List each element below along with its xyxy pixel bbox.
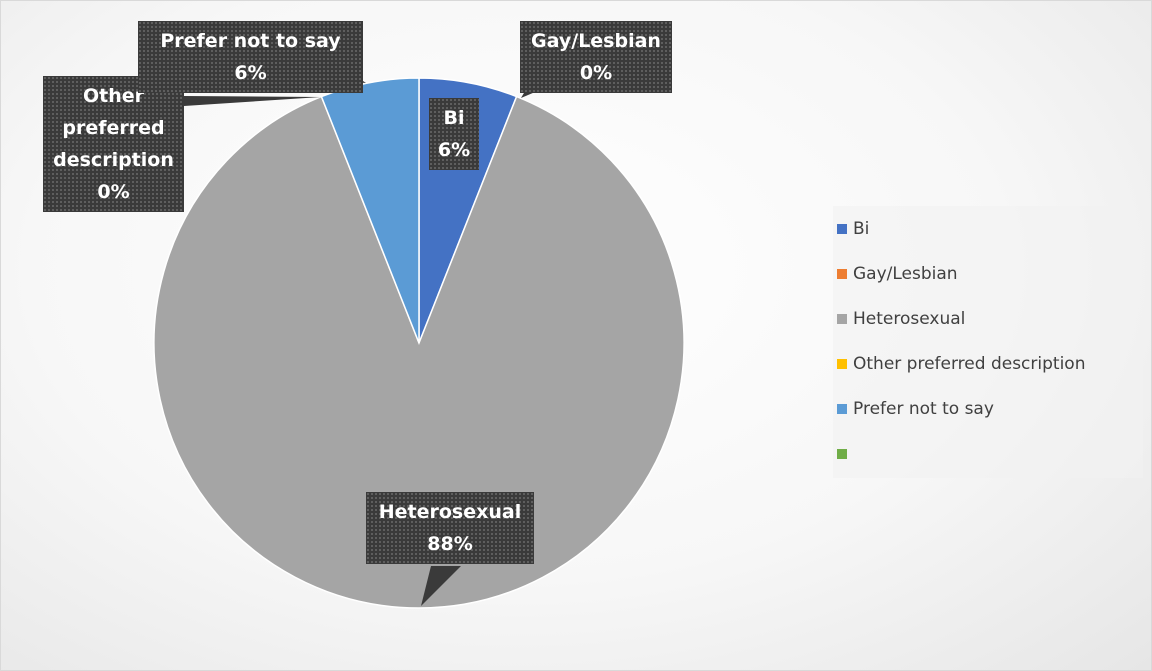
- pie-slice: [320, 77, 420, 344]
- legend-label: Gay/Lesbian: [853, 264, 958, 284]
- data-label: Gay/Lesbian 0%: [520, 21, 672, 93]
- data-label: Bi 6%: [429, 98, 479, 170]
- legend-swatch: [837, 314, 847, 324]
- callout-pointer: [421, 566, 461, 606]
- legend-swatch: [837, 404, 847, 414]
- slices: [153, 77, 685, 609]
- data-label-category: Bi: [443, 107, 465, 129]
- data-label-value: 6%: [437, 139, 471, 161]
- legend: Bi Gay/Lesbian Heterosexual Other preferred…: [833, 206, 1143, 478]
- callouts: [184, 81, 561, 606]
- data-label-value: 0%: [579, 62, 613, 84]
- data-label-category: Heterosexual: [378, 501, 522, 523]
- data-label-category: Other preferred description: [53, 85, 174, 171]
- legend-label: Heterosexual: [853, 309, 966, 329]
- data-label: Prefer not to say 6%: [138, 21, 363, 93]
- legend-label: Other preferred description: [853, 354, 1086, 374]
- data-label: Other preferred description 0%: [43, 76, 184, 212]
- data-label-value: 6%: [234, 62, 267, 84]
- legend-swatch: [837, 359, 847, 369]
- legend-swatch: [837, 269, 847, 279]
- callout-pointer: [184, 96, 321, 106]
- legend-label: Prefer not to say: [853, 399, 994, 419]
- data-label-category: Prefer not to say: [160, 30, 341, 52]
- data-label-value: 88%: [427, 533, 473, 555]
- data-label-value: 0%: [97, 181, 130, 203]
- legend-label: Bi: [853, 219, 870, 239]
- data-label-category: Gay/Lesbian: [531, 30, 661, 52]
- pie-slice: [153, 95, 685, 609]
- legend-swatch: [837, 449, 847, 459]
- data-label: Heterosexual 88%: [366, 492, 534, 564]
- legend-swatch: [837, 224, 847, 234]
